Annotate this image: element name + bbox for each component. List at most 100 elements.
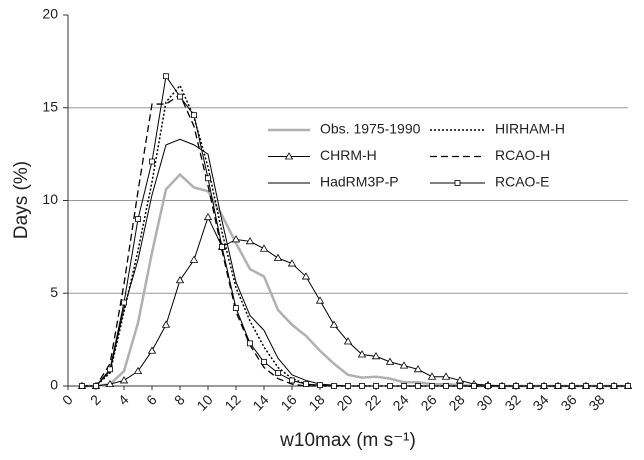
legend-label: HadRM3P-P bbox=[320, 174, 399, 190]
point-marker bbox=[499, 383, 505, 389]
point-marker bbox=[443, 383, 449, 389]
point-marker bbox=[401, 383, 407, 389]
point-marker bbox=[303, 381, 309, 388]
x-tick-label: 4 bbox=[115, 391, 132, 408]
x-tick-label: 12 bbox=[221, 391, 243, 413]
point-marker bbox=[247, 340, 253, 347]
series-line bbox=[82, 74, 628, 387]
point-marker bbox=[301, 272, 311, 280]
point-marker bbox=[429, 383, 435, 389]
x-tick-label: 32 bbox=[501, 391, 523, 413]
point-marker bbox=[79, 383, 85, 389]
x-tick-label: 30 bbox=[473, 391, 495, 413]
point-marker bbox=[359, 383, 365, 389]
y-axis-label: Days (%) bbox=[11, 161, 32, 239]
legend-label: RCAO-E bbox=[495, 174, 549, 190]
y-tick-label: 15 bbox=[42, 98, 58, 114]
point-marker bbox=[149, 158, 155, 165]
point-marker bbox=[597, 383, 603, 389]
point-marker bbox=[455, 376, 465, 384]
x-tick-label: 18 bbox=[305, 391, 327, 413]
legend-label: Obs. 1975-1990 bbox=[320, 121, 421, 137]
x-tick-label: 10 bbox=[193, 391, 215, 413]
point-marker bbox=[189, 255, 199, 263]
point-marker bbox=[583, 383, 589, 389]
point-marker bbox=[289, 377, 295, 384]
point-marker bbox=[441, 372, 451, 380]
point-marker bbox=[273, 253, 283, 261]
point-marker bbox=[331, 383, 337, 389]
point-marker bbox=[93, 383, 99, 389]
point-marker bbox=[231, 235, 241, 243]
point-marker bbox=[177, 93, 183, 100]
series-line bbox=[82, 215, 628, 387]
x-tick-label: 2 bbox=[87, 391, 104, 408]
point-marker bbox=[135, 216, 141, 222]
point-marker bbox=[107, 366, 113, 373]
x-tick-label: 26 bbox=[417, 391, 439, 413]
point-marker bbox=[205, 175, 211, 182]
point-marker bbox=[357, 350, 367, 358]
point-marker bbox=[259, 244, 269, 252]
series-line bbox=[82, 172, 628, 388]
point-marker bbox=[119, 376, 129, 384]
point-marker bbox=[427, 372, 437, 380]
point-marker bbox=[287, 259, 297, 267]
point-marker bbox=[625, 383, 631, 389]
point-marker bbox=[373, 383, 379, 389]
point-marker bbox=[245, 237, 255, 245]
point-marker bbox=[345, 383, 351, 389]
point-marker bbox=[541, 383, 547, 389]
point-marker bbox=[105, 379, 115, 388]
point-marker bbox=[121, 299, 127, 306]
x-tick-label: 28 bbox=[445, 391, 467, 413]
point-marker bbox=[513, 383, 519, 389]
y-tick-label: 10 bbox=[42, 191, 58, 207]
point-marker bbox=[329, 320, 339, 328]
point-marker bbox=[415, 383, 421, 389]
point-marker bbox=[485, 383, 491, 389]
x-tick-label: 24 bbox=[389, 391, 411, 413]
point-marker bbox=[161, 320, 171, 328]
point-marker bbox=[203, 212, 213, 221]
y-tick-label: 5 bbox=[50, 284, 58, 300]
point-marker bbox=[191, 112, 197, 119]
point-marker bbox=[133, 366, 143, 375]
point-marker bbox=[413, 365, 423, 373]
x-tick-label: 20 bbox=[333, 391, 355, 413]
x-tick-label: 36 bbox=[557, 391, 579, 413]
point-marker bbox=[315, 296, 325, 304]
y-tick-label: 20 bbox=[42, 6, 58, 22]
x-tick-label: 38 bbox=[585, 391, 607, 413]
point-marker bbox=[555, 383, 561, 389]
legend-marker bbox=[454, 180, 461, 186]
x-tick-label: 16 bbox=[277, 391, 299, 413]
x-tick-label: 14 bbox=[249, 391, 271, 413]
point-marker bbox=[261, 358, 267, 365]
point-marker bbox=[399, 361, 409, 369]
legend-label: HIRHAM-H bbox=[495, 121, 565, 137]
point-marker bbox=[147, 346, 157, 354]
point-marker bbox=[163, 73, 169, 80]
point-marker bbox=[343, 337, 353, 345]
x-tick-label: 22 bbox=[361, 391, 383, 413]
point-marker bbox=[219, 243, 225, 250]
point-marker bbox=[611, 383, 617, 389]
point-marker bbox=[569, 383, 575, 389]
point-marker bbox=[317, 382, 323, 388]
point-marker bbox=[233, 305, 239, 311]
series-line bbox=[82, 93, 628, 387]
point-marker bbox=[371, 352, 381, 360]
point-marker bbox=[175, 275, 185, 284]
x-axis-label: w10max (m s⁻¹) bbox=[279, 430, 416, 451]
y-tick-label: 0 bbox=[50, 377, 58, 393]
x-tick-label: 6 bbox=[143, 391, 160, 408]
legend-marker bbox=[284, 152, 294, 160]
legend-label: CHRM-H bbox=[320, 147, 377, 163]
x-tick-label: 0 bbox=[59, 391, 76, 408]
point-marker bbox=[275, 370, 281, 376]
point-marker bbox=[457, 383, 463, 389]
x-tick-label: 34 bbox=[529, 391, 551, 413]
legend-label: RCAO-H bbox=[495, 147, 550, 163]
